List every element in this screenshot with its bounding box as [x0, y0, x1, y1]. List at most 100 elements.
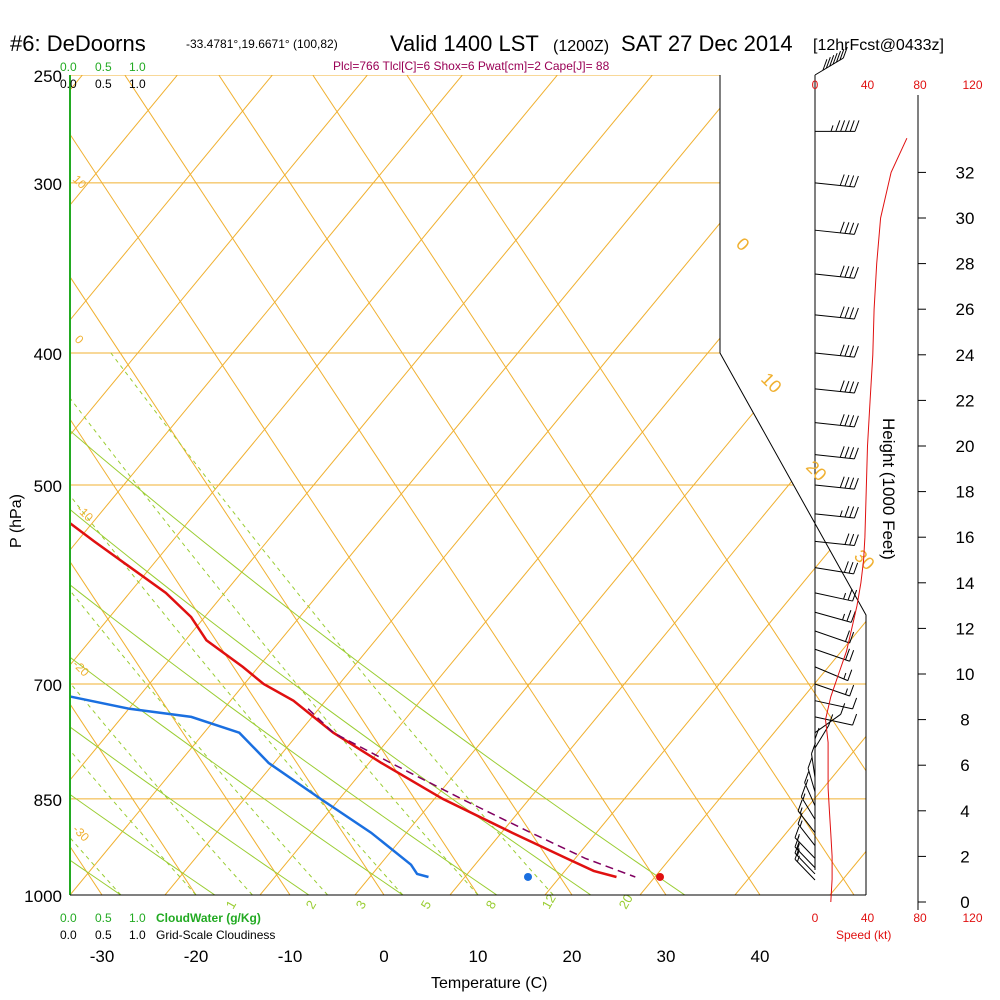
- wind-barb-feather: [840, 120, 846, 132]
- wind-barb-feather: [853, 447, 859, 459]
- sounding-indices: Plcl=766 Tlcl[C]=6 Shox=6 Pwat[cm]=2 Cap…: [333, 59, 610, 73]
- wind-barb: [814, 57, 844, 76]
- pressure-tick-label: 1000: [24, 887, 62, 906]
- wind-barb: [814, 388, 855, 394]
- wind-barb-half-feather: [830, 125, 834, 132]
- wind-barb-feather: [853, 506, 859, 519]
- mixing-ratio-line: [70, 352, 479, 895]
- wind-barb-feather: [844, 446, 850, 458]
- dry-adiabat-label: 10: [70, 172, 90, 192]
- temperature-tick-label: -30: [90, 947, 115, 966]
- wind-barb-feather: [845, 630, 850, 642]
- wind-barb-feather: [849, 120, 855, 132]
- wind-barb: [814, 713, 842, 734]
- wind-barb: [794, 852, 816, 875]
- wind-barb-feather: [847, 588, 853, 601]
- height-tick-label: 12: [956, 619, 975, 638]
- wind-barb-feather: [853, 267, 859, 279]
- speed-tick-label-top: 40: [861, 78, 875, 92]
- cloudwater-top-1: 0.5: [95, 60, 112, 74]
- wind-barb-feather: [849, 506, 855, 518]
- mixing-ratio-line: [70, 352, 328, 895]
- wind-barb-feather: [839, 446, 845, 458]
- wind-barb: [814, 484, 855, 490]
- wind-barb-half-feather: [839, 510, 843, 517]
- wind-barb: [814, 422, 855, 428]
- cloudwater-label: CloudWater (g/Kg): [156, 911, 261, 925]
- wind-barb-feather: [811, 742, 816, 754]
- wind-barb-feather: [845, 648, 850, 660]
- wind-barb-feather: [839, 414, 845, 426]
- wind-barb: [797, 810, 816, 833]
- wind-barb-feather: [844, 345, 850, 357]
- speed-tick-label-top: 80: [913, 78, 927, 92]
- isotherm-line: [406, 75, 866, 895]
- wind-barb-feather: [797, 812, 803, 825]
- wind-barb: [814, 630, 850, 644]
- height-tick-label: 14: [956, 574, 975, 593]
- wind-barb: [804, 782, 816, 806]
- wind-barb-half-feather: [802, 793, 806, 800]
- pressure-tick-label: 700: [34, 676, 62, 695]
- wind-barb: [814, 611, 852, 623]
- wind-barb-feather: [844, 306, 850, 319]
- mixing-ratio-line: [70, 352, 122, 895]
- wind-barb: [814, 314, 855, 320]
- wind-barb-feather: [849, 533, 855, 546]
- station-coords: -33.4781°,19.6671° (100,82): [186, 37, 338, 51]
- wind-barb-feather: [839, 380, 845, 392]
- wind-barb-feather: [849, 266, 855, 278]
- surface-temperature-point: [656, 872, 664, 881]
- moist-adiabat-line: [70, 75, 404, 895]
- temperature-line: [70, 75, 617, 879]
- height-tick-label: 8: [960, 711, 969, 730]
- wind-barb-half-feather: [842, 613, 846, 621]
- wind-barb: [814, 648, 850, 662]
- wind-barb: [807, 768, 816, 793]
- wind-barb-feather: [844, 266, 850, 278]
- dry-adiabat-line: [544, 75, 866, 895]
- cloud-legend-top: 0.0 0.5 1.0 0.0 0.5 1.0: [60, 60, 146, 91]
- cloudwater-bottom-1: 0.5: [95, 911, 112, 925]
- wind-barb-feather: [794, 835, 800, 848]
- wind-barb-feather: [853, 477, 859, 490]
- temperature-tick-label: 30: [657, 947, 676, 966]
- pressure-tick-label: 500: [34, 477, 62, 496]
- height-tick-label: 16: [956, 528, 975, 547]
- dry-adiabat-line: [70, 75, 166, 895]
- wind-barb: [814, 352, 855, 358]
- wind-barb-half-feather: [805, 779, 809, 786]
- wind-barb: [814, 592, 853, 602]
- mixing-ratio-label: 3: [353, 898, 370, 912]
- dry-adiabat-line: [70, 75, 641, 895]
- temperature-tick-label: 40: [751, 947, 770, 966]
- mixing-ratio-line: [70, 352, 197, 895]
- forecast-label: [12hrFcst@0433z]: [813, 37, 944, 54]
- wind-barb: [814, 182, 855, 188]
- isotherm-line: [70, 75, 197, 895]
- wind-barb-feather: [829, 55, 835, 67]
- wind-barb-half-feather: [796, 843, 800, 850]
- pressure-tick-label: 250: [34, 67, 62, 86]
- height-tick-label: 4: [960, 802, 969, 821]
- mixing-ratio-label: 20: [616, 891, 636, 911]
- station-title: #6: DeDoorns: [10, 31, 146, 56]
- wind-barb: [814, 229, 855, 235]
- moist-adiabat-line: [70, 75, 498, 895]
- dry-adiabat-line: [70, 75, 261, 895]
- temperature-tick-label: -10: [278, 947, 303, 966]
- wind-barb: [814, 683, 850, 697]
- speed-tick-label-bottom: 0: [812, 911, 819, 925]
- pressure-tick-label: 300: [34, 175, 62, 194]
- isotherm-line: [124, 75, 667, 895]
- wind-barb-feather: [843, 561, 849, 573]
- wind-barb-half-feather: [799, 820, 803, 827]
- height-tick-label: 20: [956, 437, 975, 456]
- speed-tick-label-bottom: 80: [913, 911, 927, 925]
- cloudiness-bottom-1: 0.5: [95, 928, 112, 942]
- valid-date: SAT 27 Dec 2014: [621, 31, 793, 56]
- dry-adiabat-line: [70, 75, 546, 895]
- height-tick-label: 26: [956, 300, 975, 319]
